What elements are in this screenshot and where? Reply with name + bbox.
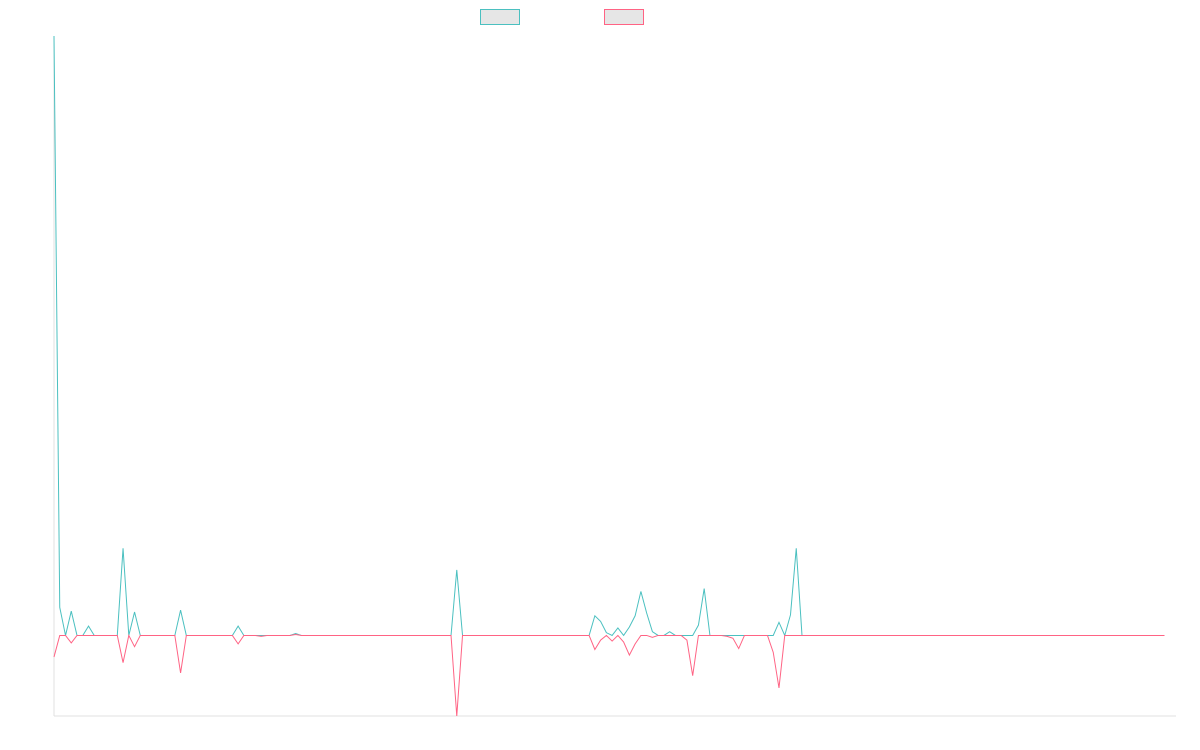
legend-swatch-series-a[interactable] <box>480 9 520 25</box>
legend-swatch-series-b[interactable] <box>604 9 644 25</box>
series-line-a <box>53 35 1165 637</box>
series-line-b <box>53 633 1165 717</box>
